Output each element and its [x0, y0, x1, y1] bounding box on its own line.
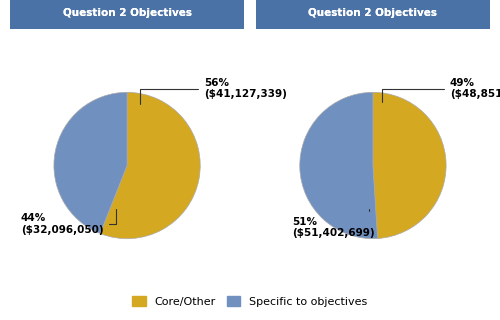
Wedge shape	[54, 92, 127, 234]
Text: 56%
($41,127,339): 56% ($41,127,339)	[140, 78, 287, 104]
Text: 49%
($48,851,715): 49% ($48,851,715)	[382, 78, 500, 102]
Text: 44%
($32,096,050): 44% ($32,096,050)	[21, 209, 116, 235]
Text: Question 2 Objectives: Question 2 Objectives	[308, 8, 438, 18]
Text: Question 2 Objectives: Question 2 Objectives	[62, 8, 192, 18]
FancyBboxPatch shape	[10, 0, 244, 29]
Legend: Core/Other, Specific to objectives: Core/Other, Specific to objectives	[128, 292, 372, 311]
FancyBboxPatch shape	[256, 0, 490, 29]
Text: 51%
($51,402,699): 51% ($51,402,699)	[292, 209, 375, 238]
Wedge shape	[373, 92, 446, 238]
Wedge shape	[100, 92, 200, 239]
Text: Question 2 Objectives: Question 2 Objectives	[308, 8, 438, 18]
Text: Question 2 Objectives: Question 2 Objectives	[62, 8, 192, 18]
Wedge shape	[300, 92, 378, 239]
